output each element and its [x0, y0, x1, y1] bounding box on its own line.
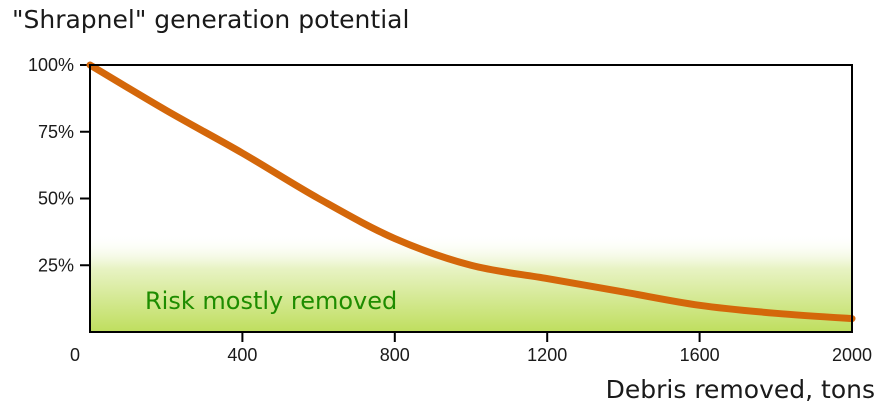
x-tick-label: 2000: [832, 345, 872, 365]
x-tick-label: 800: [380, 345, 410, 365]
x-tick-label: 1600: [680, 345, 720, 365]
x-axis-label: Debris removed, tons: [606, 375, 875, 404]
x-tick-label: 400: [227, 345, 257, 365]
series-line: [86, 61, 856, 323]
x-tick-label: 0: [70, 345, 80, 365]
y-tick-label: 100%: [28, 55, 74, 75]
y-tick-label: 25%: [38, 255, 74, 275]
chart-title: "Shrapnel" generation potential: [12, 5, 409, 34]
x-axis-ticks: 0 400 800 1200 1600 2000: [70, 332, 872, 365]
plot-area-frame: [89, 64, 853, 333]
y-tick-label: 50%: [38, 189, 74, 209]
risk-annotation: Risk mostly removed: [145, 287, 397, 315]
y-tick-label: 75%: [38, 122, 74, 142]
y-axis-ticks: 25% 50% 75% 100%: [28, 55, 90, 275]
x-tick-label: 1200: [527, 345, 567, 365]
risk-zone-band: [90, 233, 852, 332]
